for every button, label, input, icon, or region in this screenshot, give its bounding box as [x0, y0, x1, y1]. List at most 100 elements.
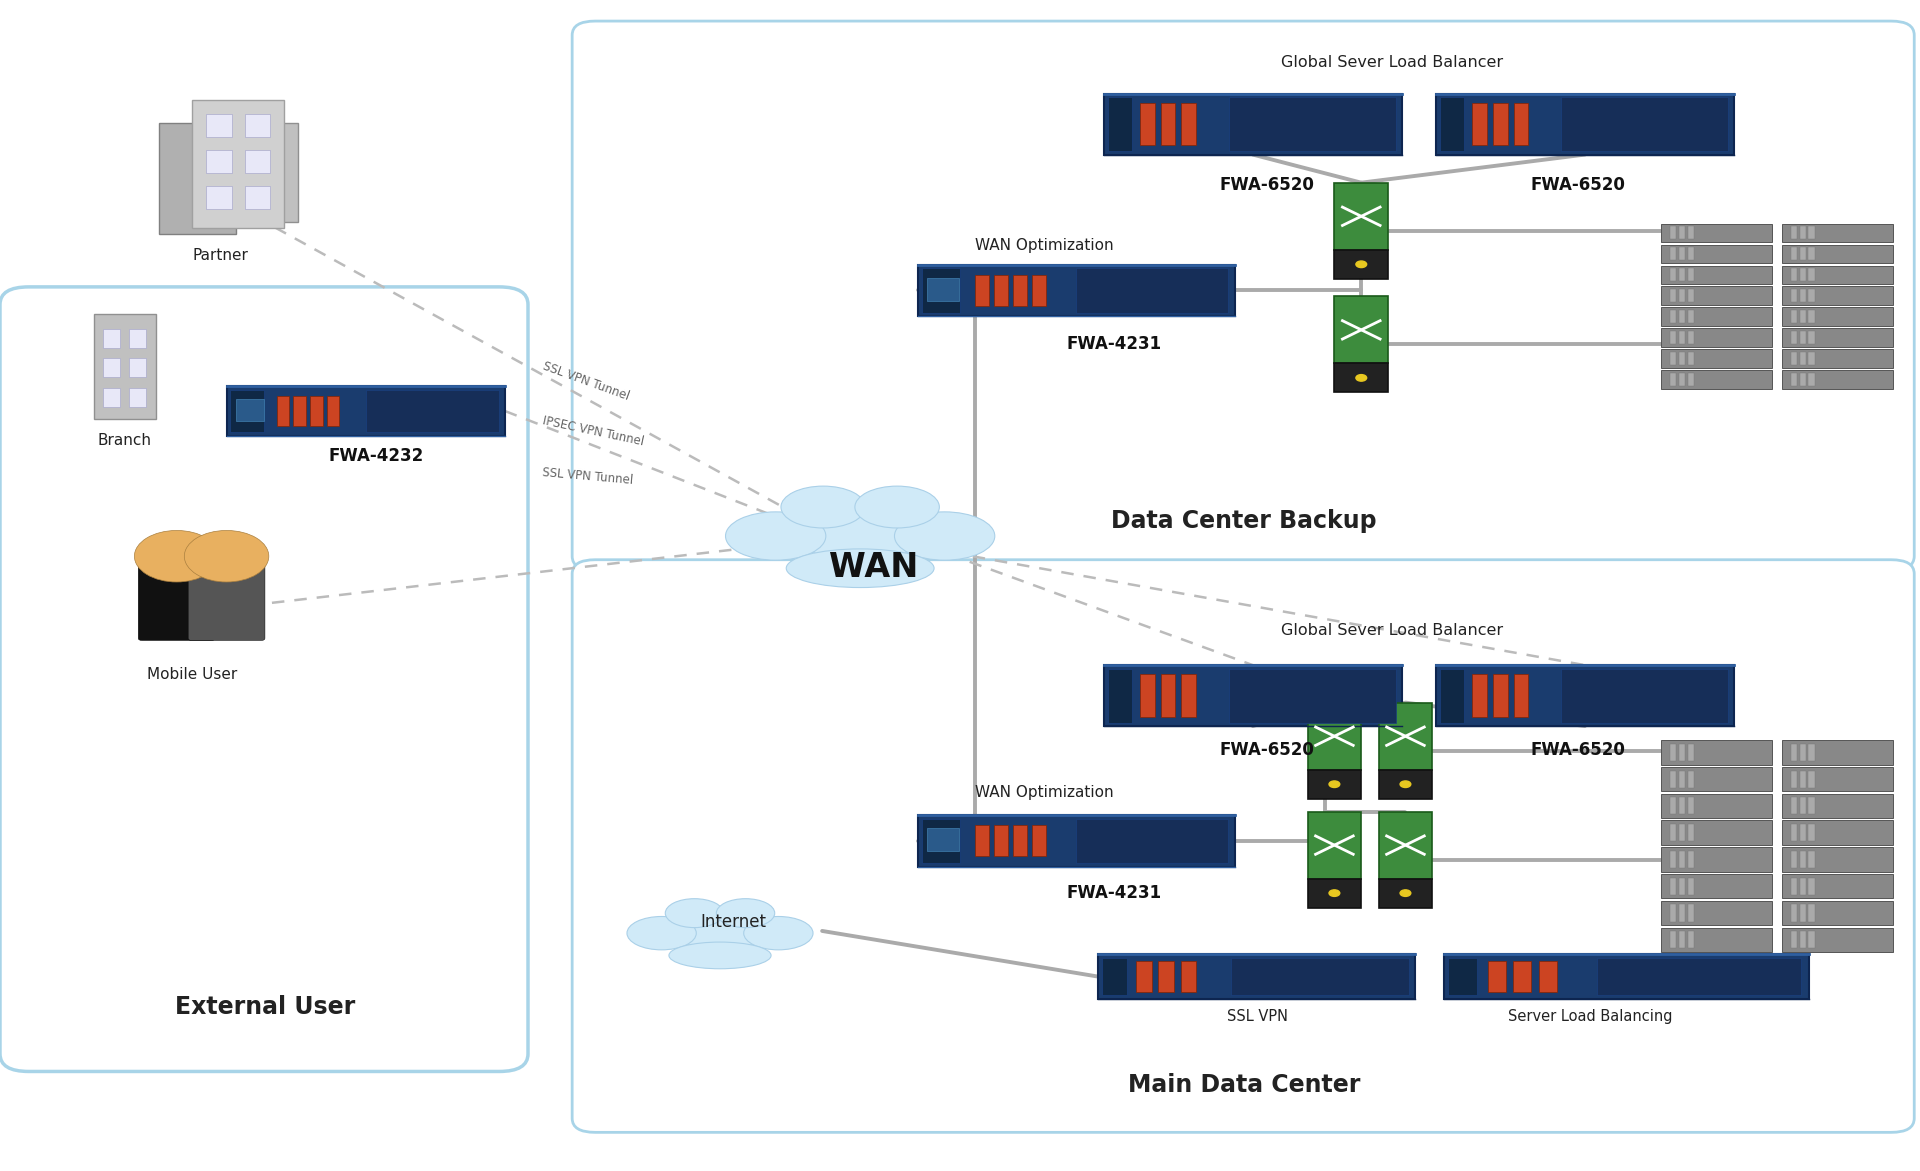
Bar	[1379, 703, 1432, 769]
Bar	[927, 828, 960, 851]
Bar	[1379, 769, 1432, 799]
Bar	[1661, 767, 1772, 792]
Circle shape	[1356, 375, 1367, 382]
Bar	[1513, 103, 1528, 145]
Bar	[1158, 961, 1175, 992]
Bar	[129, 358, 146, 377]
Text: FWA-4231: FWA-4231	[1066, 335, 1162, 352]
Bar	[309, 396, 323, 426]
Bar	[918, 815, 1235, 867]
Bar	[1688, 744, 1693, 761]
Bar	[1678, 226, 1686, 239]
Bar	[326, 396, 340, 426]
Text: WAN Optimization: WAN Optimization	[975, 238, 1114, 253]
Bar	[1488, 961, 1505, 992]
Bar	[1809, 247, 1814, 260]
Bar	[1308, 769, 1361, 799]
Bar	[1379, 812, 1432, 878]
Bar	[1799, 851, 1807, 868]
Bar	[918, 265, 1235, 316]
Bar	[1661, 821, 1772, 845]
Bar	[1014, 275, 1027, 306]
Text: FWA-4232: FWA-4232	[328, 447, 424, 465]
Bar	[1799, 331, 1807, 344]
Bar	[244, 150, 271, 173]
Bar	[1661, 328, 1772, 347]
Bar	[1678, 247, 1686, 260]
Bar	[1448, 958, 1476, 995]
Text: Internet: Internet	[701, 912, 766, 931]
Bar	[1782, 287, 1893, 304]
Bar	[1678, 352, 1686, 365]
Bar	[1678, 744, 1686, 761]
Ellipse shape	[781, 486, 866, 528]
Bar	[1791, 851, 1797, 868]
Bar	[1661, 245, 1772, 263]
Bar	[1661, 927, 1772, 952]
Text: FWA-6520: FWA-6520	[1530, 741, 1626, 759]
Bar	[1688, 310, 1693, 323]
Bar	[1791, 797, 1797, 814]
Bar	[1688, 904, 1693, 922]
Bar	[1678, 797, 1686, 814]
Circle shape	[184, 530, 269, 582]
Bar	[1799, 904, 1807, 922]
Bar	[1791, 352, 1797, 365]
Bar	[1809, 797, 1814, 814]
Bar	[1561, 97, 1728, 151]
Bar	[1782, 821, 1893, 845]
Circle shape	[1329, 781, 1340, 787]
Bar	[1809, 310, 1814, 323]
Bar	[227, 386, 505, 436]
Bar	[104, 329, 121, 348]
Bar	[1444, 954, 1809, 999]
Ellipse shape	[743, 917, 812, 950]
Bar	[1791, 771, 1797, 788]
Bar	[230, 390, 263, 432]
Text: SSL VPN Tunnel: SSL VPN Tunnel	[541, 359, 632, 403]
Bar	[1670, 289, 1676, 302]
Ellipse shape	[797, 504, 924, 562]
Bar	[1678, 289, 1686, 302]
Bar	[192, 100, 284, 228]
Bar	[1791, 904, 1797, 922]
Bar	[1661, 794, 1772, 819]
Bar	[1678, 268, 1686, 281]
Bar	[1791, 374, 1797, 386]
Bar	[1782, 874, 1893, 898]
Bar	[205, 114, 232, 137]
Bar	[1104, 665, 1402, 726]
Bar	[1436, 94, 1734, 155]
Bar	[1661, 287, 1772, 304]
Bar	[1688, 771, 1693, 788]
Bar	[1688, 824, 1693, 841]
Bar	[1799, 268, 1807, 281]
Circle shape	[1400, 781, 1411, 787]
Bar	[1334, 296, 1388, 363]
Bar	[1809, 331, 1814, 344]
Ellipse shape	[854, 486, 939, 528]
Bar	[244, 114, 271, 137]
Bar	[1661, 224, 1772, 242]
Bar	[94, 314, 156, 419]
Bar	[1791, 824, 1797, 841]
Bar	[1670, 352, 1676, 365]
Circle shape	[1400, 890, 1411, 897]
Circle shape	[1329, 890, 1340, 897]
Bar	[1809, 289, 1814, 302]
Bar	[1670, 904, 1676, 922]
Circle shape	[134, 530, 219, 582]
Ellipse shape	[668, 941, 772, 968]
Bar	[1670, 797, 1676, 814]
Ellipse shape	[787, 549, 933, 588]
Bar	[1031, 826, 1046, 856]
Bar	[1513, 674, 1528, 717]
Bar	[159, 123, 236, 234]
Bar	[276, 396, 290, 426]
Bar	[1809, 878, 1814, 895]
FancyBboxPatch shape	[572, 21, 1914, 570]
Bar	[922, 819, 960, 863]
Bar	[1791, 878, 1797, 895]
Bar	[1661, 740, 1772, 765]
Bar	[1809, 851, 1814, 868]
